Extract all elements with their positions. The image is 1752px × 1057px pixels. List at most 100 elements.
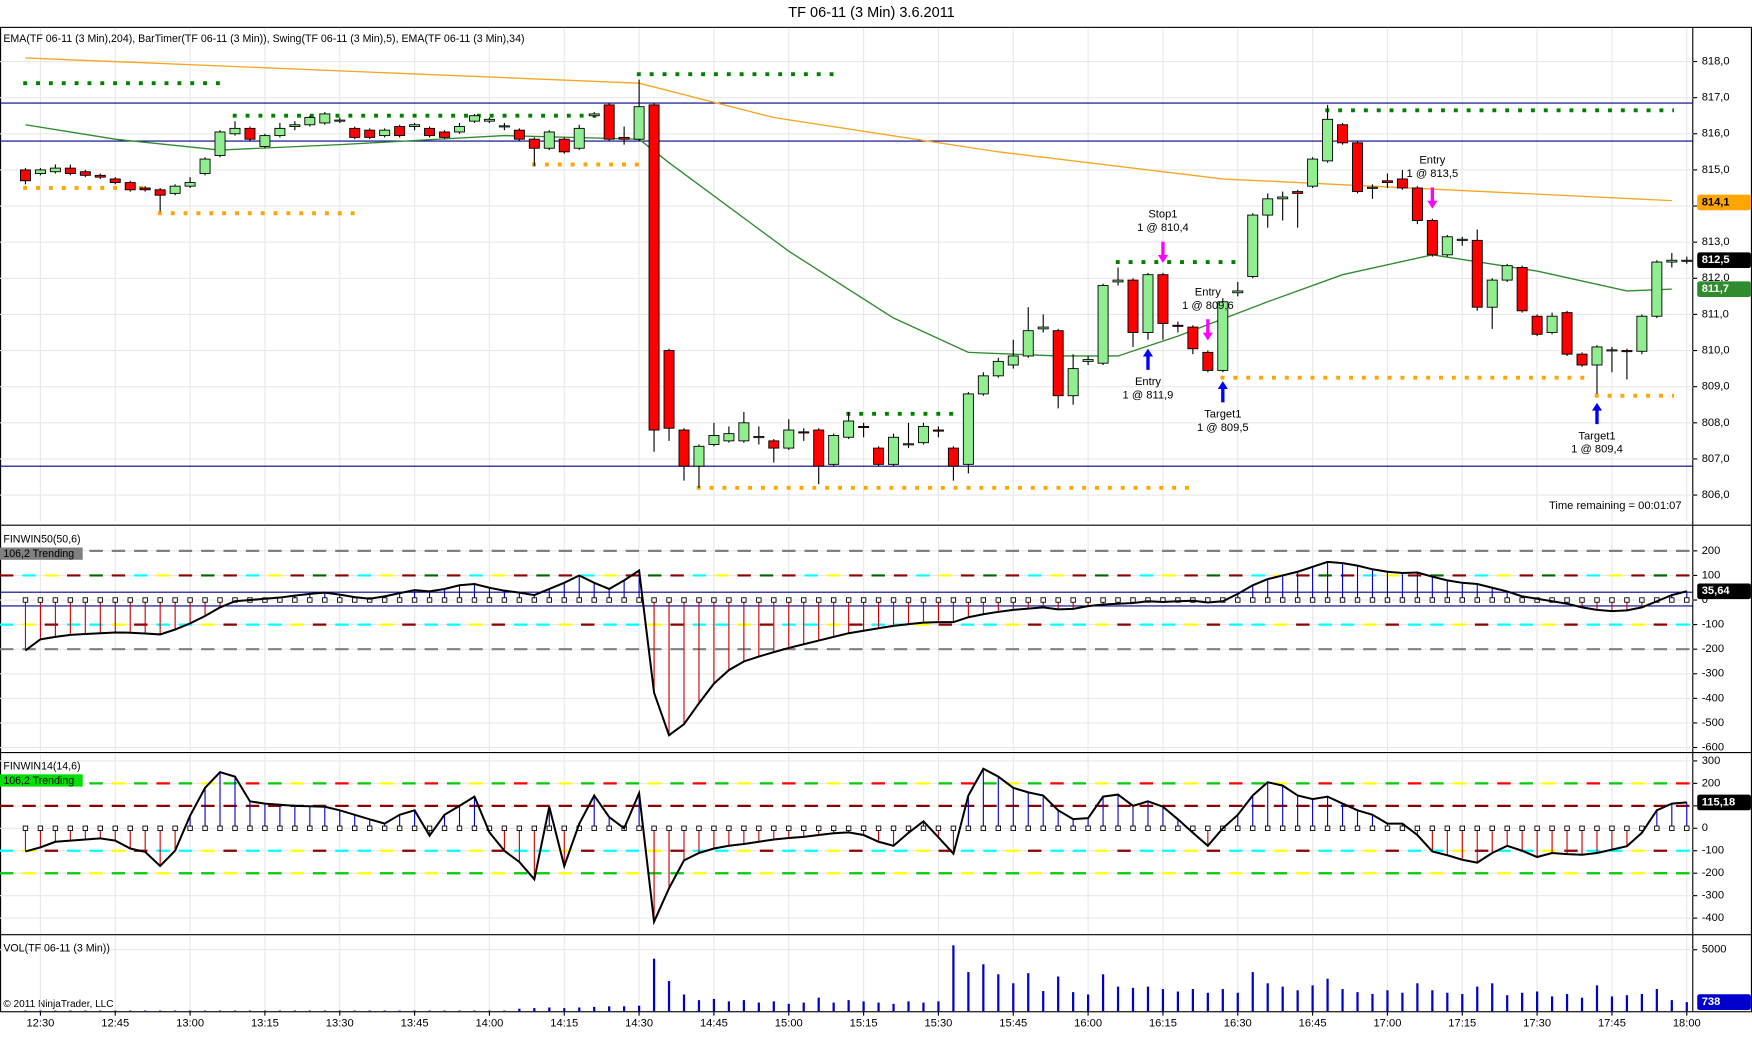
zero-marker: [1294, 597, 1301, 603]
zero-marker: [1145, 825, 1151, 831]
zero-marker: [950, 825, 957, 831]
candle-body: [947, 447, 959, 467]
zero-marker: [97, 597, 103, 603]
candle-body: [843, 420, 855, 438]
zero-marker: [845, 597, 852, 603]
zero-marker: [756, 597, 762, 603]
x-tick-label: 16:30: [1224, 1017, 1252, 1029]
panel-title: FINWIN14(14,6): [3, 760, 80, 772]
candle-body: [753, 436, 765, 439]
zero-marker: [1444, 597, 1450, 603]
zero-marker: [441, 825, 448, 831]
volume-bar: [233, 1010, 237, 1012]
candle-body: [139, 187, 151, 191]
annotation-label: 1 @ 811,9: [1123, 390, 1174, 402]
y-tick-label: 810,0: [1702, 345, 1730, 357]
zero-marker: [711, 825, 717, 831]
volume-bar: [937, 1001, 940, 1012]
candle-body: [1127, 279, 1139, 333]
candle-body: [693, 445, 705, 467]
annotation-label: 1 @ 810,4: [1137, 222, 1189, 234]
candle-body: [1337, 124, 1349, 144]
zero-marker: [396, 825, 403, 831]
volume-bar: [1086, 994, 1090, 1012]
volume-bar: [248, 1010, 252, 1012]
volume-bar: [652, 958, 656, 1012]
zero-marker: [1235, 825, 1241, 831]
y-tick-label: 809,0: [1702, 381, 1730, 393]
zero-marker: [277, 825, 283, 831]
candle-body: [498, 125, 510, 128]
volume-bar: [174, 1010, 177, 1012]
zero-marker: [1309, 825, 1316, 831]
volume-bar: [1685, 1002, 1688, 1012]
zero-marker: [950, 597, 957, 603]
zero-marker: [337, 597, 343, 603]
candle-body: [334, 119, 346, 122]
zero-marker: [157, 597, 163, 603]
candle-body: [1277, 196, 1289, 200]
zero-marker: [187, 825, 193, 831]
candle-body: [618, 136, 630, 140]
candle-body: [543, 131, 555, 149]
candle-body: [244, 127, 256, 140]
volume-bar: [697, 1000, 701, 1012]
x-tick-label: 17:30: [1523, 1017, 1551, 1029]
zero-marker: [1609, 597, 1615, 603]
volume-bar: [353, 1010, 356, 1012]
volume-bar: [1116, 986, 1120, 1012]
zero-marker: [1684, 597, 1690, 603]
candle-body: [1411, 187, 1423, 221]
y-tick-label: -400: [1702, 692, 1724, 704]
volume-bar: [667, 981, 671, 1012]
zero-marker: [1265, 597, 1271, 603]
volume-bar: [742, 1000, 745, 1012]
volume-bar: [1446, 992, 1449, 1012]
volume-bar: [398, 1010, 401, 1012]
y-tick-label: 812,0: [1702, 272, 1730, 284]
zero-marker: [771, 597, 777, 603]
candle-body: [49, 167, 61, 173]
zero-marker: [771, 825, 777, 831]
value-label-box: [1697, 252, 1751, 269]
candle-body: [1247, 214, 1259, 277]
volume-bar: [308, 1010, 311, 1012]
candle-body: [1292, 191, 1304, 194]
frame: [0, 26, 1752, 1013]
volume-bar: [1401, 992, 1404, 1012]
candle-body: [1037, 326, 1049, 330]
x-tick-label: 15:15: [850, 1017, 878, 1029]
zero-marker: [367, 825, 373, 831]
zero-marker: [995, 597, 1001, 603]
volume-bar: [129, 1010, 132, 1012]
x-tick-label: 13:45: [401, 1017, 429, 1029]
candle-body: [1621, 350, 1633, 353]
y-tick-label: -200: [1702, 643, 1724, 655]
zero-marker: [875, 597, 882, 603]
zero-marker: [1070, 825, 1076, 831]
zero-marker: [1429, 825, 1436, 831]
x-tick-label: 14:00: [475, 1017, 503, 1029]
zero-marker: [995, 825, 1001, 831]
candle-body: [783, 429, 795, 449]
zero-marker: [905, 825, 912, 831]
candle-body: [169, 185, 181, 194]
y-tick-label: 811,0: [1702, 308, 1729, 320]
zero-marker: [1459, 597, 1465, 603]
volume-bar: [757, 1002, 760, 1012]
zero-marker: [1459, 825, 1465, 831]
volume-bar: [368, 1010, 371, 1012]
candle-body: [229, 127, 241, 135]
signal-arrow: [1157, 241, 1168, 263]
zero-marker: [920, 825, 927, 831]
zero-marker: [22, 597, 29, 603]
zero-marker: [801, 825, 807, 831]
candle-body: [1576, 353, 1588, 366]
status-text: Time remaining = 00:01:07: [1549, 500, 1682, 512]
candle-body: [1591, 346, 1603, 366]
zero-marker: [786, 825, 792, 831]
candle-body: [1217, 301, 1229, 371]
zero-marker: [486, 597, 493, 603]
zero-marker: [247, 825, 253, 831]
